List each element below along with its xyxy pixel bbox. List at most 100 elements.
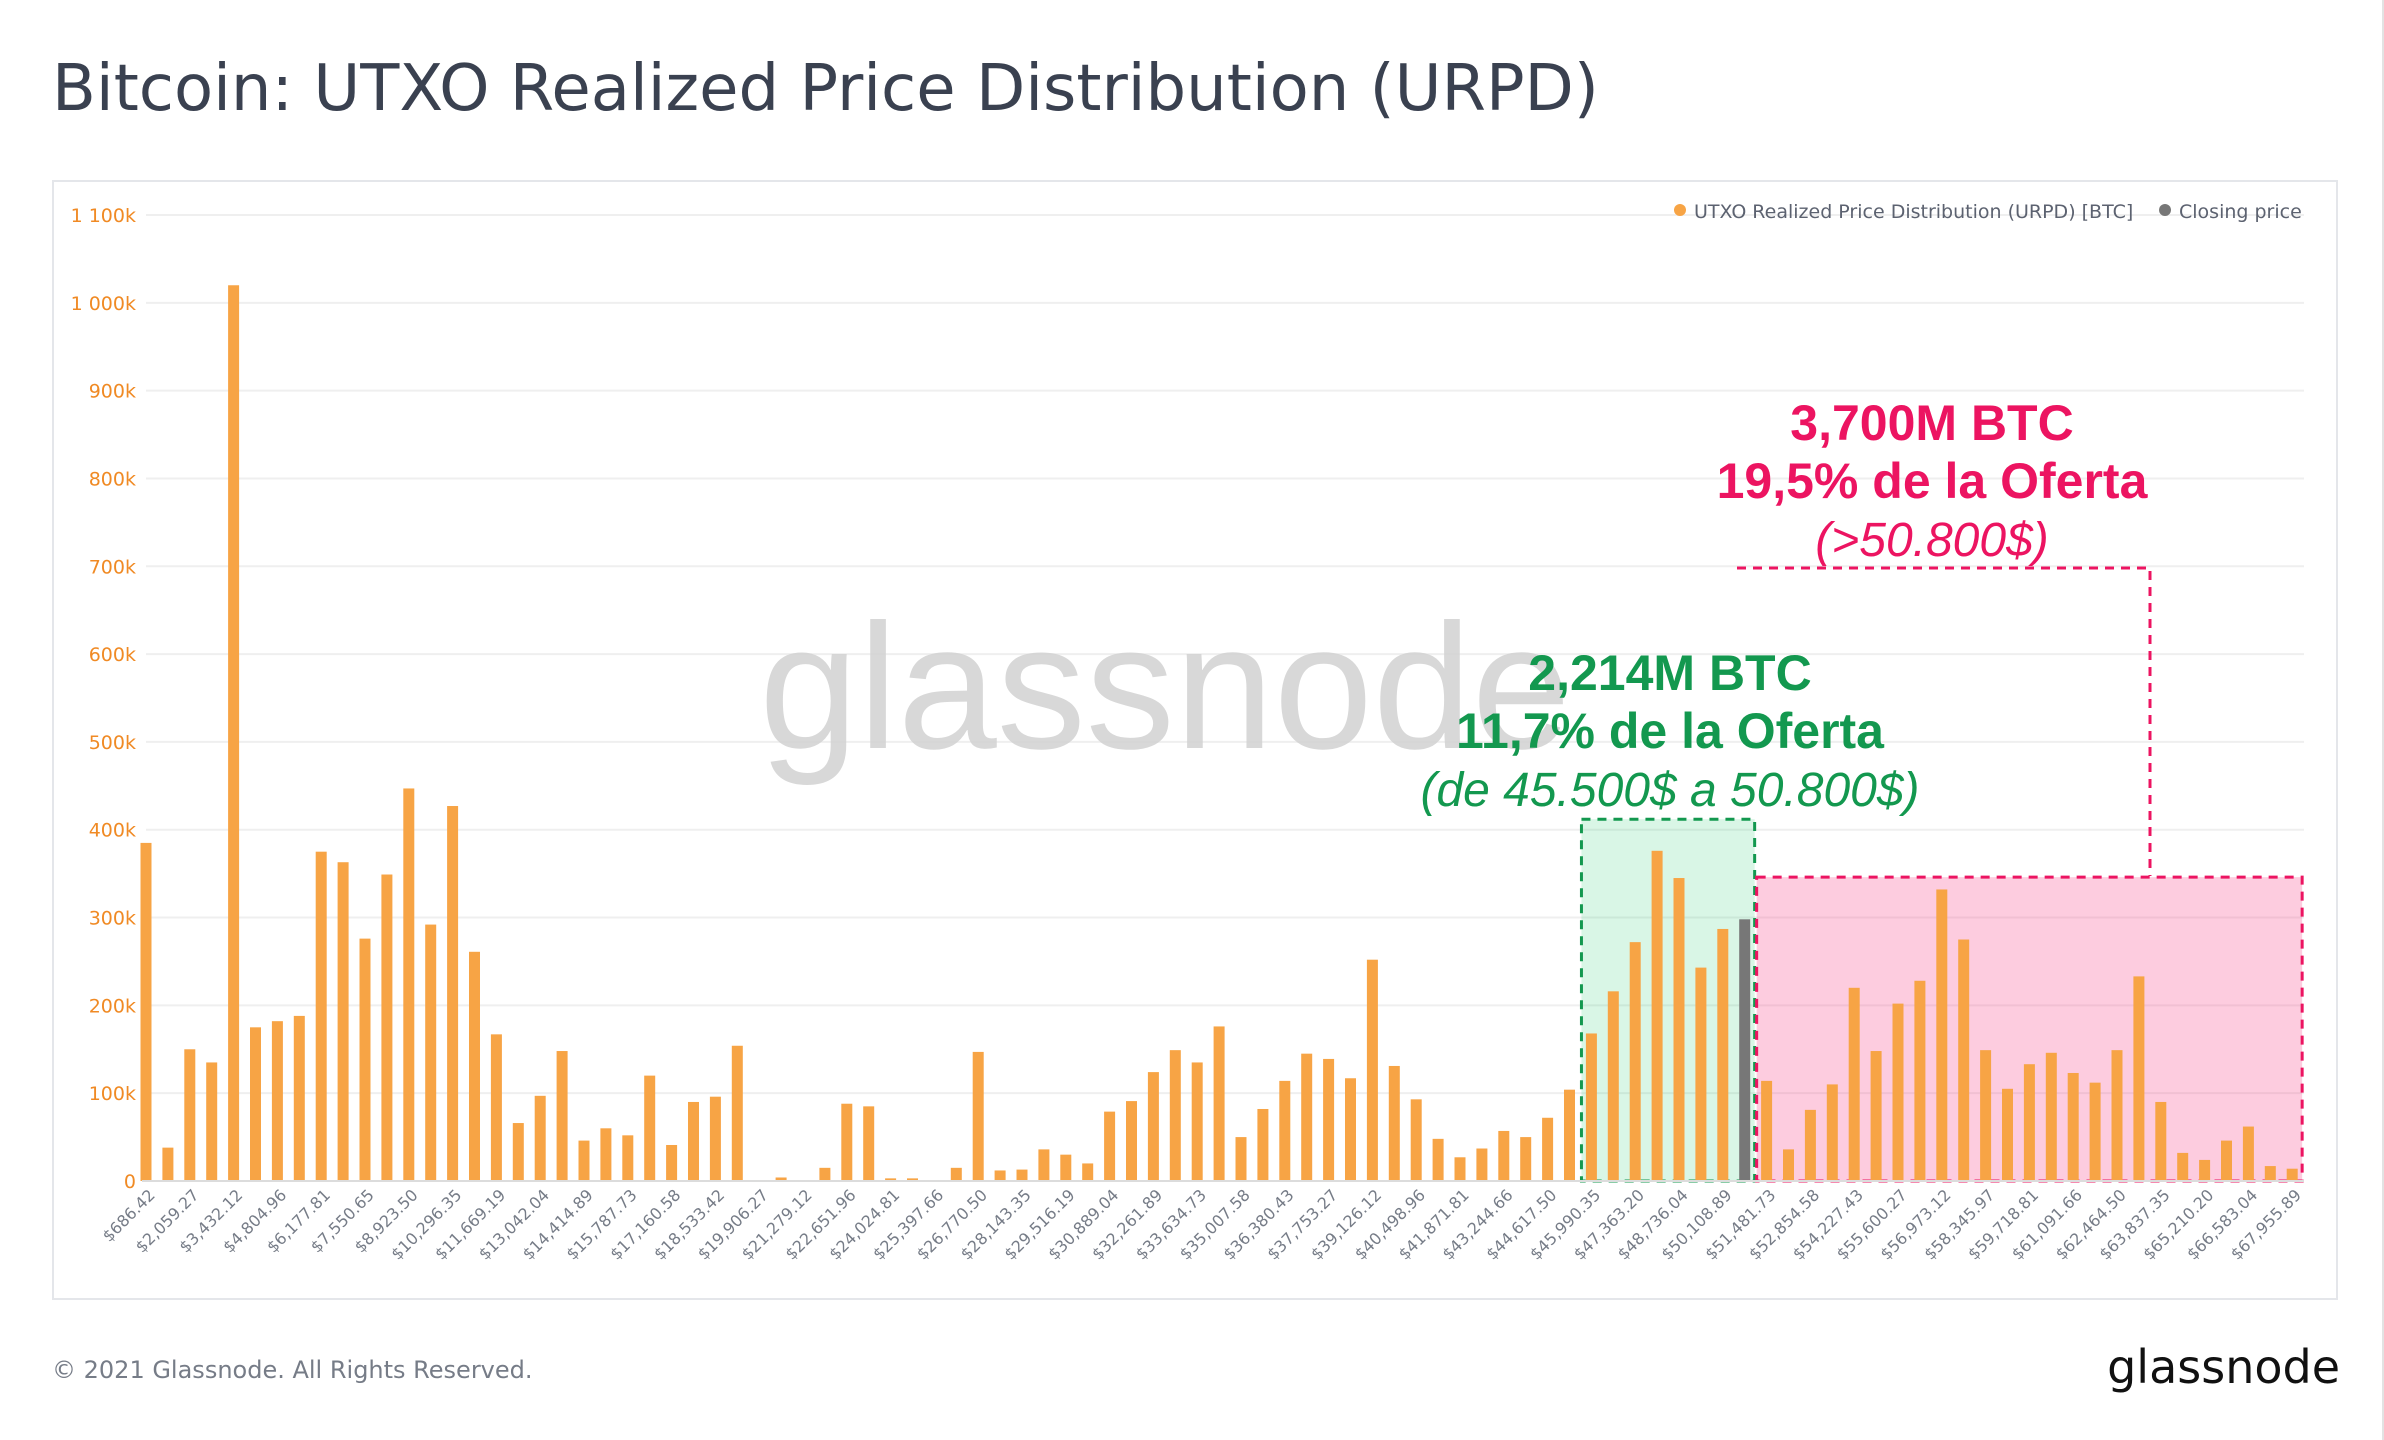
urpd-bar	[140, 842, 152, 1181]
watermark: glassnode	[759, 587, 1571, 786]
green-annotation-amount: 2,214M BTC	[1528, 645, 1811, 701]
urpd-bar	[1870, 1051, 1882, 1181]
urpd-bar	[2045, 1052, 2057, 1181]
urpd-bar	[2067, 1072, 2079, 1181]
urpd-bar	[1432, 1138, 1444, 1181]
urpd-bar	[2155, 1101, 2167, 1181]
urpd-bar	[206, 1062, 218, 1181]
legend-closing-label[interactable]: Closing price	[2179, 201, 2302, 223]
urpd-bar	[2002, 1088, 2013, 1181]
urpd-bar	[994, 1170, 1006, 1181]
urpd-bar	[1104, 1111, 1116, 1181]
urpd-bar	[2023, 1064, 2035, 1181]
urpd-bar	[293, 1015, 305, 1181]
page-edge-line	[2382, 0, 2384, 1440]
closing-price-bar	[1739, 919, 1751, 1181]
urpd-bar	[1936, 889, 1948, 1181]
green-annotation-share: 11,7% de la Oferta	[1456, 703, 1885, 759]
urpd-bar	[512, 1123, 524, 1181]
copyright-text: © 2021 Glassnode. All Rights Reserved.	[52, 1356, 533, 1384]
urpd-bar	[1235, 1137, 1247, 1181]
urpd-bar	[447, 806, 459, 1181]
urpd-bar	[1673, 878, 1685, 1181]
urpd-bar	[1213, 1026, 1225, 1181]
y-tick-label: 400k	[89, 820, 136, 842]
urpd-bar	[2286, 1168, 2298, 1181]
x-axis-ticks: $686.42$2,059.27$3,432.12$4,804.96$6,177…	[99, 1180, 2305, 1264]
urpd-bar	[2111, 1050, 2123, 1181]
red-annotation-amount: 3,700M BTC	[1790, 395, 2073, 451]
y-tick-label: 300k	[89, 908, 136, 930]
red-annotation-share: 19,5% de la Oferta	[1717, 453, 2149, 509]
glassnode-logo[interactable]: glassnode	[2107, 1340, 2340, 1394]
urpd-bar	[359, 938, 371, 1181]
y-axis-ticks: 0 100k 200k 300k 400k 500k 600k 700k 800k 900k 1 0…	[71, 205, 136, 1193]
urpd-bar	[2199, 1159, 2211, 1181]
urpd-bar	[1848, 987, 1860, 1181]
y-tick-label: 1 100k	[71, 205, 136, 227]
chart-frame	[52, 180, 2338, 1300]
y-tick-label: 0	[124, 1171, 136, 1193]
urpd-bar	[1323, 1058, 1335, 1181]
urpd-bar	[1761, 1080, 1773, 1181]
urpd-bar	[1388, 1065, 1400, 1181]
urpd-bar	[1345, 1078, 1356, 1181]
urpd-bar	[425, 924, 437, 1181]
urpd-bar	[2264, 1166, 2276, 1181]
y-tick-label: 900k	[89, 381, 136, 403]
urpd-bar	[819, 1167, 831, 1181]
urpd-bar	[1498, 1130, 1510, 1181]
bar-series	[140, 285, 2298, 1182]
urpd-bar	[2133, 976, 2145, 1181]
urpd-bar	[250, 1027, 261, 1181]
urpd-bar	[1169, 1050, 1181, 1181]
y-tick-label: 200k	[89, 995, 136, 1017]
urpd-bar	[1191, 1062, 1203, 1181]
urpd-bar	[1629, 942, 1641, 1181]
urpd-bar	[1585, 1033, 1597, 1181]
red-annotation-range: (>50.800$)	[1815, 514, 2049, 567]
urpd-bar	[2242, 1126, 2254, 1181]
urpd-bar	[731, 1045, 743, 1181]
urpd-bar	[622, 1135, 634, 1181]
urpd-bar	[841, 1103, 853, 1181]
legend: UTXO Realized Price Distribution (URPD) …	[1674, 201, 2302, 223]
page-title: Bitcoin: UTXO Realized Price Distributio…	[52, 52, 1599, 126]
urpd-bar	[666, 1144, 678, 1181]
urpd-bar	[1717, 928, 1729, 1181]
urpd-bar	[600, 1128, 612, 1181]
green-highlight-box	[1579, 817, 1757, 1183]
urpd-bar	[1651, 850, 1663, 1181]
urpd-bar	[490, 1034, 502, 1181]
urpd-bar	[950, 1167, 962, 1181]
urpd-bar	[1126, 1101, 1137, 1181]
urpd-bar	[228, 285, 240, 1182]
urpd-bar	[162, 1147, 174, 1181]
urpd-bar	[1366, 959, 1378, 1181]
legend-urpd-label[interactable]: UTXO Realized Price Distribution (URPD) …	[1694, 201, 2133, 223]
urpd-bar	[1826, 1084, 1838, 1181]
urpd-bar	[1607, 991, 1619, 1181]
urpd-bar	[469, 951, 480, 1181]
urpd-bar	[2221, 1140, 2232, 1181]
urpd-bar	[1410, 1099, 1422, 1181]
urpd-bar	[1783, 1149, 1794, 1181]
urpd-bar	[1082, 1163, 1094, 1181]
urpd-bar	[885, 1178, 897, 1181]
y-tick-label: 800k	[89, 468, 136, 490]
green-annotation-range: (de 45.500$ a 50.800$)	[1420, 764, 1919, 817]
green-annotation: 2,214M BTC 11,7% de la Oferta (de 45.500…	[1420, 645, 1919, 817]
urpd-bar	[688, 1101, 699, 1181]
urpd-bar	[1520, 1137, 1532, 1181]
urpd-bar	[2089, 1082, 2101, 1181]
urpd-bar	[1147, 1072, 1159, 1181]
urpd-bar	[184, 1049, 196, 1181]
urpd-bar	[1958, 939, 1970, 1181]
urpd-bar	[534, 1095, 546, 1181]
legend-urpd-marker	[1674, 204, 1686, 216]
y-tick-label: 1 000k	[71, 293, 136, 315]
urpd-bar	[1804, 1109, 1816, 1181]
urpd-bar	[1038, 1149, 1050, 1181]
urpd-bar	[1060, 1154, 1072, 1181]
